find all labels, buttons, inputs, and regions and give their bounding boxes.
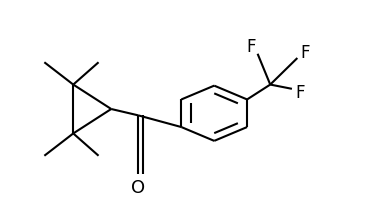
Text: F: F [246, 38, 256, 56]
Text: F: F [295, 85, 305, 102]
Text: O: O [131, 179, 145, 197]
Text: F: F [301, 44, 310, 62]
